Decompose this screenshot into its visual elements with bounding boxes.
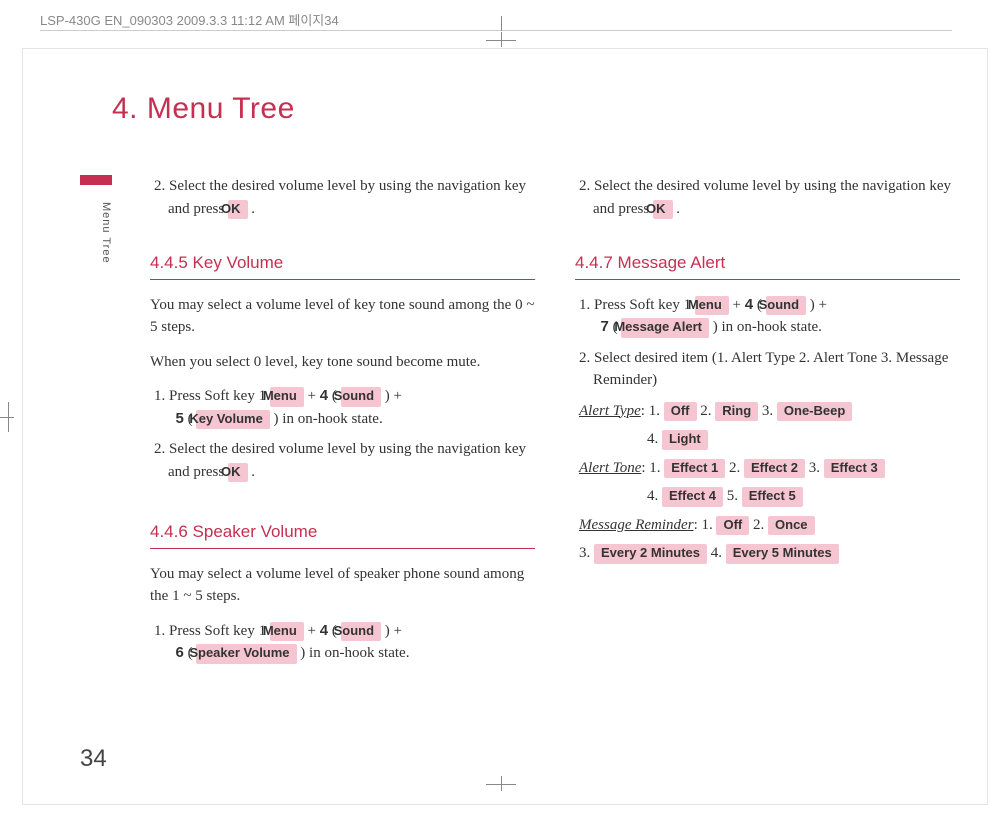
period: . [248,464,256,480]
key-4: 4 [320,387,328,404]
text: 1. Press Soft key 1 [579,297,695,313]
effect4-button-label: Effect 4 [662,487,723,507]
text: 4. [711,545,726,561]
text: 2. [753,517,768,533]
period: . [248,201,256,217]
menu-button-label: Menu [695,296,729,316]
effect1-button-label: Effect 1 [664,459,725,479]
off-button-label: Off [716,516,749,536]
sound-button-label: Sound [341,622,381,642]
text: ) in on-hook state. [300,645,409,661]
alert-type-row: Alert Type: 1. Off 2. Ring 3. One-Beep [579,400,960,423]
ok-button-label: OK [228,200,248,220]
menu-button-label: Menu [270,387,304,407]
text: 2. [729,460,744,476]
text: 3. [809,460,824,476]
content-columns: 2. Select the desired volume level by us… [150,175,960,673]
crop-mark [486,40,516,41]
text: 2. [700,403,715,419]
alert-tone-label: Alert Tone [579,460,641,476]
text: ) + [385,388,402,404]
ring-button-label: Ring [715,402,758,422]
message-alert-button-label: Message Alert [621,318,709,338]
alert-type-row2: 4. Light [647,428,960,451]
light-button-label: Light [662,430,708,450]
text: + [308,388,320,404]
effect3-button-label: Effect 3 [824,459,885,479]
step-text: 1. Press Soft key 1 Menu + 4 ( Sound ) +… [168,620,535,665]
message-reminder-row: Message Reminder: 1. Off 2. Once [579,514,960,537]
effect5-button-label: Effect 5 [742,487,803,507]
section-445-head: 4.4.5 Key Volume [150,250,535,280]
key-7: 7 [601,318,609,335]
side-label: Menu Tree [100,202,112,264]
text: 1. Press Soft key 1 [154,623,270,639]
key-4: 4 [320,622,328,639]
crop-mark [8,402,9,432]
section-447-head: 4.4.7 Message Alert [575,250,960,280]
message-reminder-label: Message Reminder [579,517,694,533]
message-reminder-row2: 3. Every 2 Minutes 4. Every 5 Minutes [579,542,960,565]
text: 2. Select the desired volume level by us… [154,178,526,217]
side-tab [80,175,112,185]
effect2-button-label: Effect 2 [744,459,805,479]
ok-button-label: OK [228,463,248,483]
chapter-title: 4. Menu Tree [112,92,295,126]
step-text: 1. Press Soft key 1 Menu + 4 ( Sound ) +… [168,385,535,430]
text: ) in on-hook state. [713,319,822,335]
key-5: 5 [176,410,184,427]
once-button-label: Once [768,516,815,536]
text: : 1. [641,460,664,476]
key-6: 6 [176,644,184,661]
text: ) + [810,297,827,313]
step-text: 2. Select desired item (1. Alert Type 2.… [593,347,960,392]
page-number: 34 [80,745,107,773]
paragraph: You may select a volume level of speaker… [150,563,535,608]
off-button-label: Off [664,402,697,422]
text: 3. [762,403,777,419]
crop-mark [0,417,14,418]
text: + [308,623,320,639]
step-text: 2. Select the desired volume level by us… [168,438,535,483]
step-text: 1. Press Soft key 1 Menu + 4 ( Sound ) +… [593,294,960,339]
section-446-head: 4.4.6 Speaker Volume [150,519,535,549]
left-column: 2. Select the desired volume level by us… [150,175,535,673]
alert-type-label: Alert Type [579,403,641,419]
text: : 1. [641,403,664,419]
every5-button-label: Every 5 Minutes [726,544,839,564]
text: + [733,297,745,313]
ok-button-label: OK [653,200,673,220]
key-4: 4 [745,296,753,313]
text: 4. [647,488,662,504]
paragraph: When you select 0 level, key tone sound … [150,351,535,374]
sound-button-label: Sound [341,387,381,407]
text: ) + [385,623,402,639]
text: ) in on-hook state. [274,411,383,427]
step-text: 2. Select the desired volume level by us… [593,175,960,220]
text: 1. Press Soft key 1 [154,388,270,404]
text: 4. [647,431,662,447]
speaker-volume-button-label: Speaker Volume [196,644,296,664]
alert-tone-row2: 4. Effect 4 5. Effect 5 [647,485,960,508]
text: 3. [579,545,594,561]
one-beep-button-label: One-Beep [777,402,852,422]
menu-button-label: Menu [270,622,304,642]
paragraph: You may select a volume level of key ton… [150,294,535,339]
sound-button-label: Sound [766,296,806,316]
period: . [673,201,681,217]
text: : 1. [694,517,717,533]
right-column: 2. Select the desired volume level by us… [575,175,960,673]
header-rule [40,30,952,31]
text: 5. [727,488,742,504]
key-volume-button-label: Key Volume [196,410,269,430]
alert-tone-row: Alert Tone: 1. Effect 1 2. Effect 2 3. E… [579,457,960,480]
text: 2. Select the desired volume level by us… [154,441,526,480]
every2-button-label: Every 2 Minutes [594,544,707,564]
step-text: 2. Select the desired volume level by us… [168,175,535,220]
text: 2. Select the desired volume level by us… [579,178,951,217]
